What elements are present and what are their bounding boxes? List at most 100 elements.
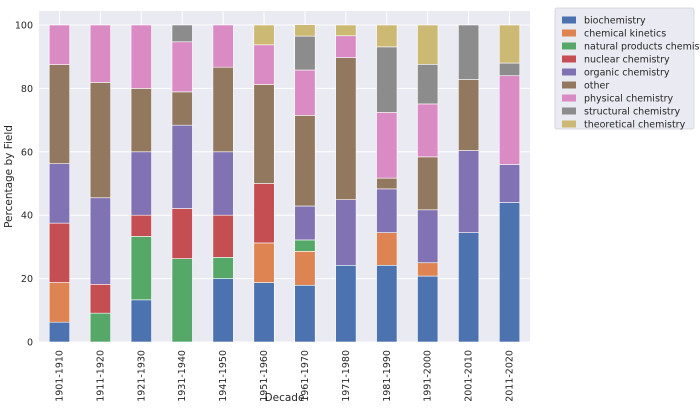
bar-segment	[376, 188, 398, 233]
bar-segment	[294, 35, 316, 71]
bar-segment	[212, 24, 234, 68]
bar-segment	[130, 24, 152, 89]
y-tick-label: 80	[21, 84, 33, 95]
y-tick-labels: 0 20 40 60 80 100	[15, 21, 33, 349]
bar-segment	[376, 264, 398, 343]
legend-label: physical chemistry	[584, 94, 674, 105]
bar-segment	[89, 312, 111, 343]
bar-segment	[376, 177, 398, 190]
legend-frame	[554, 7, 695, 130]
bar-segment	[294, 115, 316, 207]
legend-swatch	[562, 16, 576, 24]
bar-segment	[48, 64, 70, 164]
bar-segment	[212, 214, 234, 258]
bar-segment	[417, 275, 439, 343]
bar-segment	[48, 282, 70, 323]
y-tick-label: 60	[21, 147, 33, 158]
x-tick-label: 1981-1990	[382, 350, 393, 402]
legend-label: theoretical chemistry	[584, 120, 686, 131]
bar-segment	[253, 84, 275, 184]
bar-segment	[212, 151, 234, 216]
bar-segment	[294, 205, 316, 241]
bar-segment	[499, 24, 521, 64]
x-tick-label: 1941-1950	[218, 350, 229, 402]
bar-segment	[499, 75, 521, 165]
bar-segment	[130, 151, 152, 216]
bars	[48, 24, 521, 343]
bar-segment	[171, 208, 193, 259]
bar-segment	[335, 264, 357, 343]
bar-segment	[212, 278, 234, 343]
bar-segment	[458, 24, 480, 80]
x-tick-label: 1961-1970	[300, 350, 311, 402]
legend-swatch	[562, 107, 576, 115]
x-tick-labels: 1901-1910 1911-1920 1921-1930 1931-1940 1941…	[54, 350, 515, 402]
bar-segment	[417, 24, 439, 65]
bar-segment	[212, 257, 234, 279]
bar-segment	[48, 321, 70, 343]
bar-segment	[130, 299, 152, 343]
legend-label: chemical kinetics	[584, 29, 666, 40]
bar-segment	[417, 64, 439, 105]
bar-segment	[294, 24, 316, 37]
legend-label: organic chemistry	[584, 68, 670, 79]
bar-segment	[499, 202, 521, 343]
plot-area	[39, 11, 530, 342]
bar-segment	[253, 24, 275, 46]
legend-label: biochemistry	[584, 16, 646, 27]
bar-segment	[253, 242, 275, 283]
x-tick-label: 1901-1910	[54, 350, 65, 402]
bar-segment	[89, 197, 111, 285]
bar-segment	[48, 163, 70, 224]
bar-segment	[417, 262, 439, 277]
bar-segment	[335, 57, 357, 200]
bar-segment	[130, 214, 152, 237]
bar-segment	[499, 62, 521, 77]
legend-swatch	[562, 120, 576, 128]
bar-segment	[253, 44, 275, 85]
bar-segment	[89, 284, 111, 314]
bar-segment	[335, 199, 357, 266]
bar-segment	[171, 124, 193, 209]
y-tick-label: 0	[27, 338, 33, 349]
y-tick-label: 100	[15, 21, 33, 32]
bar-segment	[212, 66, 234, 153]
legend-swatch	[562, 81, 576, 89]
legend-swatch	[562, 94, 576, 102]
legend-label: natural products chemistry	[584, 42, 700, 53]
bar-segment	[171, 41, 193, 93]
x-tick-label: 1971-1980	[341, 350, 352, 402]
bar-segment	[89, 82, 111, 199]
x-axis-title: Decade	[265, 392, 305, 404]
bar-segment	[335, 24, 357, 37]
legend-swatch	[562, 29, 576, 37]
y-tick-label: 20	[21, 274, 33, 285]
x-tick-label: 2001-2010	[464, 350, 475, 402]
bar-segment	[294, 69, 316, 116]
bar-segment	[417, 103, 439, 158]
legend: biochemistry chemical kinetics natural pro…	[554, 7, 700, 131]
bar-segment	[458, 150, 480, 233]
bar-segment	[294, 239, 316, 252]
bar-segment	[499, 164, 521, 203]
legend-label: nuclear chemistry	[584, 55, 670, 66]
bar-segment	[130, 88, 152, 153]
bar-segment	[253, 183, 275, 244]
bar-segment	[48, 222, 70, 283]
bar-segment	[171, 258, 193, 343]
bar-segment	[130, 236, 152, 301]
x-tick-label: 1911-1920	[95, 350, 106, 402]
bar-segment	[294, 251, 316, 286]
legend-swatch	[562, 68, 576, 76]
bar-segment	[376, 24, 398, 48]
legend-label: structural chemistry	[584, 107, 681, 118]
bar-segment	[89, 24, 111, 83]
bar-segment	[417, 156, 439, 211]
bar-segment	[458, 232, 480, 343]
y-tick-label: 40	[21, 211, 33, 222]
x-tick-label: 1951-1960	[259, 350, 270, 402]
legend-swatch	[562, 42, 576, 50]
bar-segment	[335, 35, 357, 58]
legend-label: other	[584, 81, 609, 92]
